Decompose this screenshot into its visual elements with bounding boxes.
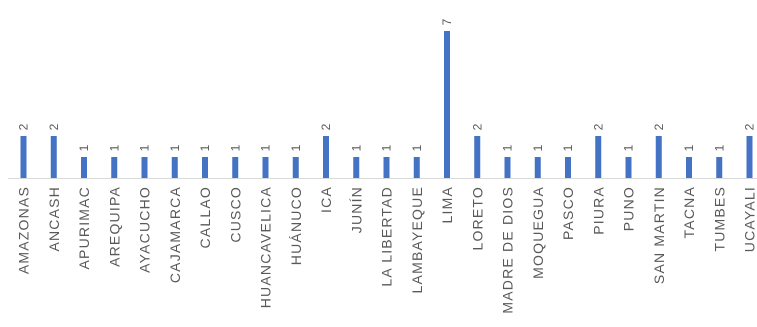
bar-huanuco [293, 157, 299, 178]
bar-huancavelica [263, 157, 269, 178]
bar-madre-de-dios [505, 157, 511, 178]
category-label-cajamarca: CAJAMARCA [167, 186, 183, 283]
category-label-ayacucho: AYACUCHO [137, 186, 153, 273]
category-label-lima: LIMA [439, 186, 455, 223]
bar-apurimac [81, 157, 87, 178]
data-label-la-libertad: 1 [380, 144, 394, 151]
category-label-arequipa: AREQUIPA [106, 186, 122, 267]
bar-la-libertad [384, 157, 390, 178]
bar-cusco [232, 157, 238, 178]
bar-loreto [474, 136, 480, 178]
bar-lima [444, 31, 450, 178]
category-label-puno: PUNO [621, 186, 637, 231]
bar-ayacucho [142, 157, 148, 178]
bar-tumbes [716, 157, 722, 178]
bar-callao [202, 157, 208, 178]
data-label-tacna: 1 [682, 144, 696, 151]
category-label-moquegua: MOQUEGUA [530, 186, 546, 279]
data-label-ica: 2 [319, 123, 333, 130]
data-label-moquegua: 1 [531, 144, 545, 151]
data-label-ayacucho: 1 [138, 144, 152, 151]
data-label-cusco: 1 [228, 144, 242, 151]
bar-amazonas [21, 136, 27, 178]
category-label-huancavelica: HUANCAVELICA [258, 186, 274, 308]
data-label-puno: 1 [622, 144, 636, 151]
category-label-amazonas: AMAZONAS [16, 186, 32, 274]
bar-tacna [686, 157, 692, 178]
bar-ancash [51, 136, 57, 178]
category-label-huanuco: HUÁNUCO [288, 186, 304, 265]
data-label-piura: 2 [591, 123, 605, 130]
category-label-apurimac: APURIMAC [76, 186, 92, 270]
data-label-ucayali: 2 [743, 123, 757, 130]
category-label-la-libertad: LA LIBERTAD [379, 186, 395, 287]
data-label-junin: 1 [349, 144, 363, 151]
data-label-cajamarca: 1 [168, 144, 182, 151]
data-label-arequipa: 1 [107, 144, 121, 151]
category-label-ica: ICA [318, 186, 334, 213]
data-label-amazonas: 2 [17, 123, 31, 130]
data-label-callao: 1 [198, 144, 212, 151]
data-label-ancash: 2 [47, 123, 61, 130]
category-label-ucayali: UCAYALI [742, 186, 757, 252]
category-label-junin: JUNÍN [348, 186, 364, 233]
bar-san-martin [656, 136, 662, 178]
bar-piura [595, 136, 601, 178]
data-label-loreto: 2 [470, 123, 484, 130]
bar-ucayali [747, 136, 753, 178]
category-label-tumbes: TUMBES [711, 186, 727, 252]
category-label-lambayeque: LAMBAYEQUE [409, 186, 425, 293]
category-label-piura: PIURA [590, 186, 606, 235]
bar-pasco [565, 157, 571, 178]
data-label-pasco: 1 [561, 144, 575, 151]
bar-moquegua [535, 157, 541, 178]
data-label-san-martin: 2 [652, 123, 666, 130]
category-label-san-martin: SAN MARTIN [651, 186, 667, 284]
category-label-ancash: ANCASH [46, 186, 62, 252]
data-label-lima: 7 [440, 18, 454, 25]
category-label-loreto: LORETO [469, 186, 485, 251]
category-label-callao: CALLAO [197, 186, 213, 248]
data-label-lambayeque: 1 [410, 144, 424, 151]
category-label-cusco: CUSCO [227, 186, 243, 243]
data-label-tumbes: 1 [712, 144, 726, 151]
category-label-madre-de-dios: MADRE DE DIOS [500, 186, 516, 314]
bar-puno [626, 157, 632, 178]
bar-arequipa [111, 157, 117, 178]
category-labels-layer: AMAZONAS ANCASH APURIMAC AREQUIPA AYACUCHO CA… [16, 186, 757, 314]
data-labels-layer: 2 2 1 1 1 1 1 1 1 1 2 1 1 1 7 2 1 1 1 2 1 2 1 1 2 [17, 18, 757, 151]
bar-lambayeque [414, 157, 420, 178]
category-label-pasco: PASCO [560, 186, 576, 240]
data-label-huancavelica: 1 [259, 144, 273, 151]
bar-junin [353, 157, 359, 178]
bar-ica [323, 136, 329, 178]
data-label-huanuco: 1 [289, 144, 303, 151]
bars-layer [21, 31, 753, 178]
data-label-madre-de-dios: 1 [501, 144, 515, 151]
category-label-tacna: TACNA [681, 186, 697, 238]
bar-cajamarca [172, 157, 178, 178]
data-label-apurimac: 1 [77, 144, 91, 151]
